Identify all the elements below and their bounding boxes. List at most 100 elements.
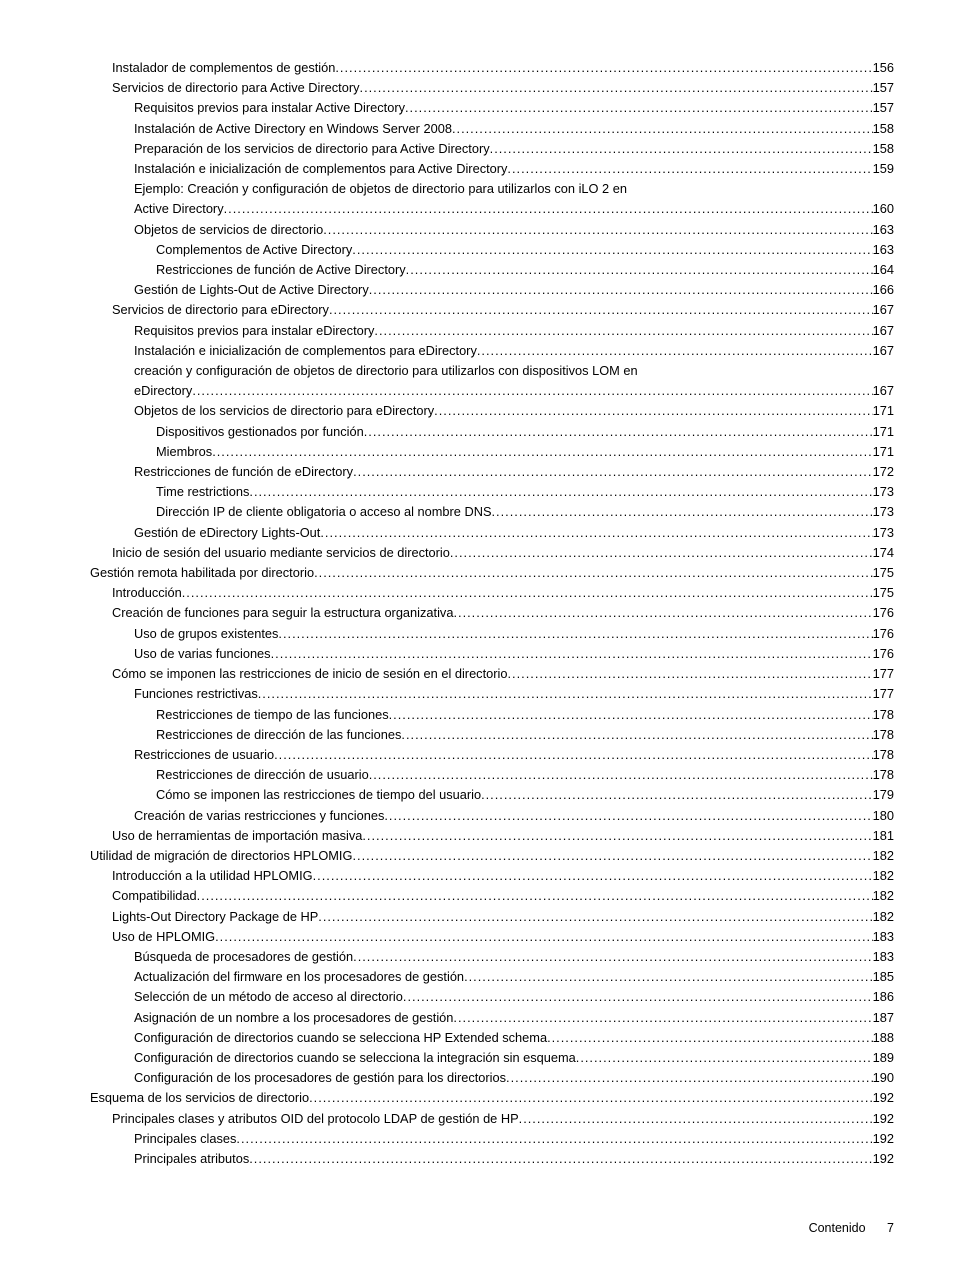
- toc-label: Configuración de directorios cuando se s…: [134, 1048, 576, 1068]
- toc-leader-dots: [215, 927, 873, 947]
- toc-label: Lights-Out Directory Package de HP: [112, 907, 318, 927]
- toc-leader-dots: [313, 866, 873, 886]
- toc-label: creación y configuración de objetos de d…: [134, 361, 638, 381]
- toc-leader-dots: [182, 583, 873, 603]
- toc-entry: Restricciones de dirección de las funcio…: [90, 725, 894, 745]
- toc-label: Introducción: [112, 583, 182, 603]
- toc-page-number: 156: [873, 58, 894, 78]
- toc-entry: Cómo se imponen las restricciones de tie…: [90, 785, 894, 805]
- toc-page-number: 167: [873, 381, 894, 401]
- toc-entry: Uso de varias funciones 176: [90, 644, 894, 664]
- toc-leader-dots: [477, 341, 873, 361]
- toc-entry: Dirección IP de cliente obligatoria o ac…: [90, 502, 894, 522]
- toc-entry: Time restrictions173: [90, 482, 894, 502]
- toc-leader-dots: [212, 442, 872, 462]
- toc-label: Creación de funciones para seguir la est…: [112, 603, 453, 623]
- toc-leader-dots: [369, 280, 873, 300]
- toc-entry: eDirectory167: [90, 381, 894, 401]
- toc-page-number: 187: [873, 1008, 894, 1028]
- toc-leader-dots: [405, 98, 873, 118]
- toc-label: Instalación e inicialización de compleme…: [134, 159, 507, 179]
- toc-leader-dots: [274, 745, 873, 765]
- toc-leader-dots: [249, 1149, 872, 1169]
- toc-entry: Búsqueda de procesadores de gestión183: [90, 947, 894, 967]
- toc-entry: Servicios de directorio para eDirectory1…: [90, 300, 894, 320]
- toc-leader-dots: [452, 119, 873, 139]
- toc-label: Restricciones de usuario: [134, 745, 274, 765]
- toc-entry: Instalador de complementos de gestión156: [90, 58, 894, 78]
- toc-leader-dots: [389, 705, 873, 725]
- toc-entry: Objetos de servicios de directorio163: [90, 220, 894, 240]
- toc-label: Actualización del firmware en los proces…: [134, 967, 464, 987]
- toc-page-number: 176: [873, 644, 894, 664]
- toc-entry: Restricciones de dirección de usuario178: [90, 765, 894, 785]
- toc-entry: Preparación de los servicios de director…: [90, 139, 894, 159]
- toc-leader-dots: [352, 240, 872, 260]
- toc-page-number: 166: [873, 280, 894, 300]
- toc-entry: Actualización del firmware en los proces…: [90, 967, 894, 987]
- toc-page-number: 179: [873, 785, 894, 805]
- toc-entry: Introducción a la utilidad HPLOMIG 182: [90, 866, 894, 886]
- toc-leader-dots: [271, 644, 873, 664]
- toc-page-number: 192: [873, 1129, 894, 1149]
- toc-label: Servicios de directorio para Active Dire…: [112, 78, 360, 98]
- toc-page-number: 178: [873, 725, 894, 745]
- toc-leader-dots: [224, 199, 873, 219]
- toc-entry: Instalación e inicialización de compleme…: [90, 159, 894, 179]
- toc-label: Principales atributos: [134, 1149, 249, 1169]
- toc-page-number: 192: [873, 1088, 894, 1108]
- toc-page-number: 192: [873, 1149, 894, 1169]
- toc-label: Servicios de directorio para eDirectory: [112, 300, 329, 320]
- toc-label: Gestión de eDirectory Lights-Out: [134, 523, 320, 543]
- toc-label: Gestión de Lights-Out de Active Director…: [134, 280, 369, 300]
- toc-page-number: 190: [873, 1068, 894, 1088]
- toc-label: Funciones restrictivas: [134, 684, 258, 704]
- toc-label: Uso de herramientas de importación masiv…: [112, 826, 362, 846]
- toc-leader-dots: [236, 1129, 872, 1149]
- toc-page-number: 158: [873, 139, 894, 159]
- toc-entry: Miembros171: [90, 442, 894, 462]
- toc-page-number: 164: [873, 260, 894, 280]
- toc-label: Gestión remota habilitada por directorio: [90, 563, 314, 583]
- toc-leader-dots: [329, 300, 873, 320]
- toc-page-number: 188: [873, 1028, 894, 1048]
- toc-entry: Gestión de eDirectory Lights-Out 173: [90, 523, 894, 543]
- toc-entry: Lights-Out Directory Package de HP182: [90, 907, 894, 927]
- toc-leader-dots: [309, 1088, 873, 1108]
- toc-page-number: 172: [873, 462, 894, 482]
- toc-leader-dots: [353, 462, 873, 482]
- toc-leader-dots: [401, 725, 872, 745]
- toc-page-number: 192: [873, 1109, 894, 1129]
- toc-page-number: 182: [873, 886, 894, 906]
- toc-leader-dots: [490, 139, 873, 159]
- toc-label: Uso de varias funciones: [134, 644, 271, 664]
- toc-page-number: 173: [873, 523, 894, 543]
- toc-label: Complementos de Active Directory: [156, 240, 352, 260]
- toc-page-number: 175: [873, 563, 894, 583]
- toc-entry: Principales clases y atributos OID del p…: [90, 1109, 894, 1129]
- toc-label: Inicio de sesión del usuario mediante se…: [112, 543, 450, 563]
- toc-label: Configuración de los procesadores de ges…: [134, 1068, 506, 1088]
- toc-leader-dots: [519, 1109, 873, 1129]
- toc-entry: Requisitos previos para instalar eDirect…: [90, 321, 894, 341]
- toc-label: Restricciones de función de eDirectory: [134, 462, 353, 482]
- toc-entry: Restricciones de tiempo de las funciones…: [90, 705, 894, 725]
- toc-page-number: 173: [873, 482, 894, 502]
- toc-leader-dots: [492, 502, 873, 522]
- toc-leader-dots: [320, 523, 872, 543]
- toc-leader-dots: [318, 907, 872, 927]
- toc-label: Principales clases: [134, 1129, 236, 1149]
- toc-leader-dots: [576, 1048, 873, 1068]
- toc-label: Restricciones de función de Active Direc…: [156, 260, 406, 280]
- toc-label: Introducción a la utilidad HPLOMIG: [112, 866, 313, 886]
- toc-page-number: 182: [873, 866, 894, 886]
- page-footer: Contenido 7: [809, 1221, 894, 1235]
- toc-leader-dots: [403, 987, 873, 1007]
- toc-leader-dots: [364, 422, 873, 442]
- toc-label: Requisitos previos para instalar Active …: [134, 98, 405, 118]
- toc-label: Compatibilidad: [112, 886, 197, 906]
- toc-leader-dots: [374, 321, 872, 341]
- toc-entry: Asignación de un nombre a los procesador…: [90, 1008, 894, 1028]
- toc-label: Dirección IP de cliente obligatoria o ac…: [156, 502, 492, 522]
- toc-label: Restricciones de dirección de las funcio…: [156, 725, 401, 745]
